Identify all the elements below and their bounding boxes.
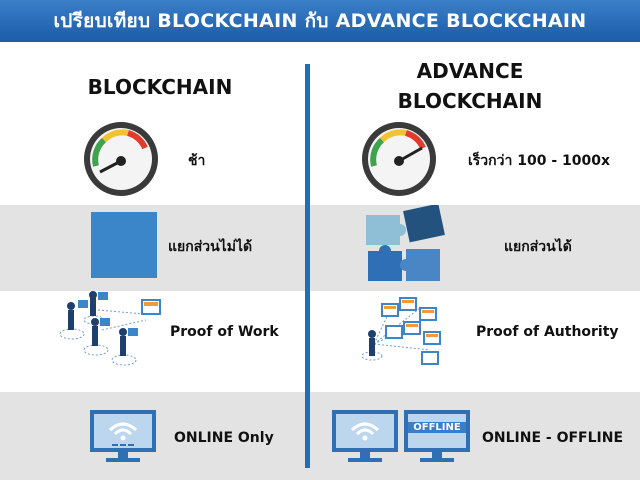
speedometer-fast-icon	[362, 122, 436, 196]
right-row2-label: แยกส่วนได้	[504, 239, 572, 255]
proof-of-authority-network-icon	[361, 297, 441, 365]
column-divider	[305, 64, 310, 468]
speedometer-slow-icon	[84, 122, 158, 196]
right-row3-label: Proof of Authority	[476, 324, 619, 340]
left-row4-label: ONLINE Only	[174, 430, 274, 446]
right-row4-label: ONLINE - OFFLINE	[482, 430, 624, 446]
page-title: เปรียบเทียบ BLOCKCHAIN กับ ADVANCE BLOCK…	[0, 0, 640, 42]
right-column-title-line1: ADVANCE	[416, 59, 524, 83]
puzzle-pieces-icon	[366, 205, 445, 281]
left-row3-label: Proof of Work	[170, 324, 279, 340]
offline-monitor-icon: OFFLINE	[402, 408, 472, 466]
proof-of-work-network-icon	[59, 291, 161, 366]
left-column-title: BLOCKCHAIN	[87, 75, 233, 99]
online-monitor-icon	[90, 410, 156, 462]
right-column-title-line2: BLOCKCHAIN	[397, 89, 543, 113]
left-row1-label: ช้า	[188, 153, 206, 169]
offline-badge: OFFLINE	[408, 422, 466, 433]
solid-block-icon	[91, 212, 157, 278]
online-monitor-icon-right	[332, 410, 398, 462]
left-row2-label: แยกส่วนไม่ได้	[168, 239, 253, 255]
right-row1-label: เร็วกว่า 100 - 1000x	[468, 153, 611, 169]
